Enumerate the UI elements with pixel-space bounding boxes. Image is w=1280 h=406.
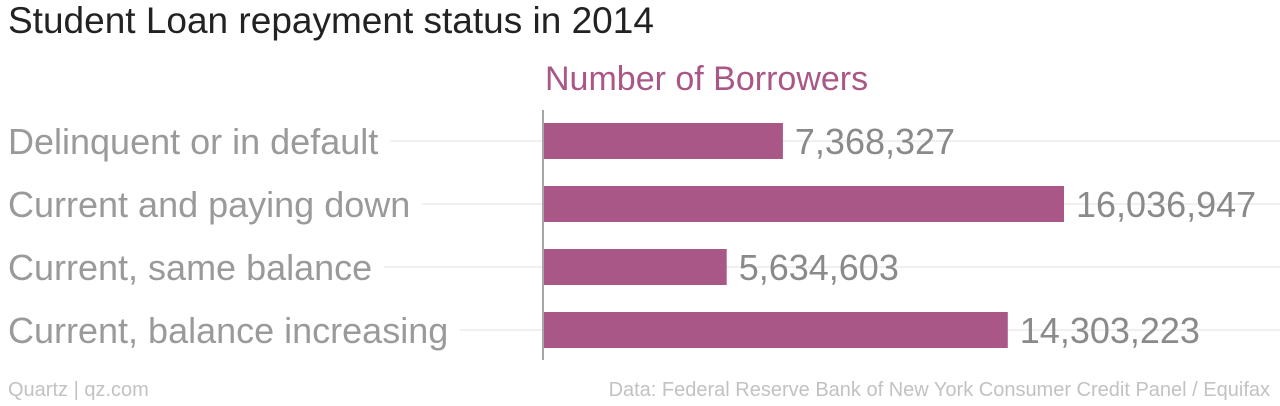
source-credit: Quartz | qz.com bbox=[8, 379, 149, 401]
bar bbox=[544, 312, 1008, 348]
bar bbox=[544, 123, 783, 159]
data-label: 14,303,223 bbox=[1020, 310, 1200, 351]
bar bbox=[544, 186, 1064, 222]
bar bbox=[544, 249, 727, 285]
data-source: Data: Federal Reserve Bank of New York C… bbox=[608, 379, 1270, 401]
data-label: 5,634,603 bbox=[739, 247, 899, 288]
label-background bbox=[0, 247, 385, 288]
category-label: Current and paying down bbox=[8, 184, 410, 225]
chart-title: Student Loan repayment status in 2014 bbox=[8, 0, 654, 41]
category-label: Current, same balance bbox=[8, 247, 372, 288]
category-label: Current, balance increasing bbox=[8, 310, 448, 351]
label-background bbox=[0, 310, 461, 351]
data-label: 7,368,327 bbox=[795, 121, 955, 162]
label-background bbox=[0, 121, 391, 162]
series-label: Number of Borrowers bbox=[545, 60, 868, 98]
data-label: 16,036,947 bbox=[1076, 184, 1256, 225]
label-background bbox=[0, 184, 423, 225]
category-label: Delinquent or in default bbox=[8, 121, 378, 162]
